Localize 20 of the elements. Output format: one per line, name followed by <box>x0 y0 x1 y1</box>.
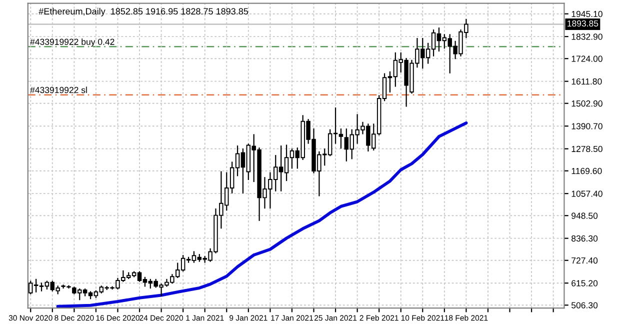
y-tick-label: 1057.40 <box>572 190 602 197</box>
y-tick-label: 1724.00 <box>572 56 602 62</box>
y-tick-label: 948.50 <box>572 212 598 219</box>
y-tick-label: 615.20 <box>572 280 598 286</box>
y-tick-label: 836.30 <box>572 235 598 242</box>
candlestick <box>338 128 344 149</box>
chart-title: #Ethereum,Daily 1852.85 1916.95 1828.75 1893.85 <box>38 8 248 16</box>
y-tick-label: 727.40 <box>572 257 598 264</box>
y-tick-label: 1390.70 <box>572 123 602 130</box>
y-tick-label: 1169.60 <box>572 168 602 174</box>
y-tick-label: 506.30 <box>571 302 598 308</box>
ref-line-label: #433919922 sl <box>30 86 87 94</box>
line-series <box>56 121 468 308</box>
y-tick-label: 1611.80 <box>572 78 602 85</box>
y-tick-label: 1278.50 <box>572 146 602 152</box>
ref-line-label: #433919922 buy 0.42 <box>30 38 114 47</box>
y-tick-label: 1832.90 <box>572 34 602 40</box>
ref-line-label: 1893.85 <box>568 20 598 27</box>
y-tick-label: 1502.90 <box>572 100 602 107</box>
y-tick-label: 1945.10 <box>572 10 602 18</box>
